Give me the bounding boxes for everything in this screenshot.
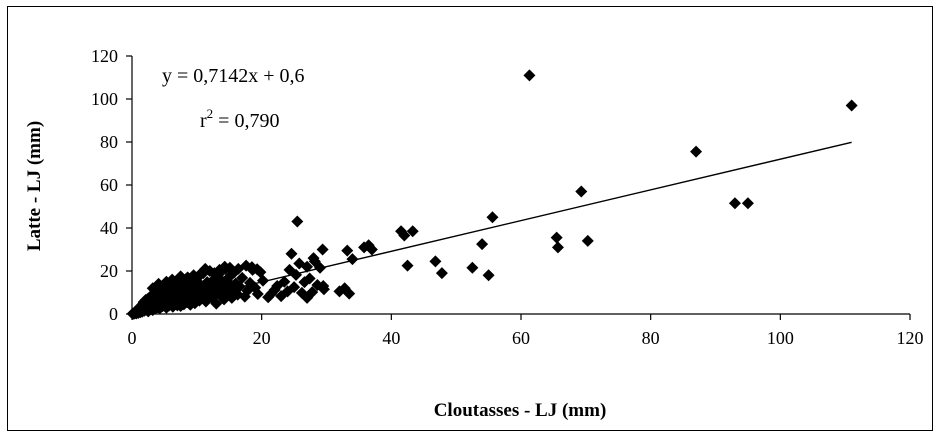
x-tick-label: 120	[897, 328, 924, 348]
data-points	[126, 69, 858, 320]
y-tick-label: 80	[100, 132, 118, 152]
data-point	[278, 275, 291, 288]
tick-labels: 0 20 40 60 80 100 120 0 20 40 60 80 100 120	[91, 46, 924, 348]
data-point	[251, 288, 264, 301]
data-point	[476, 238, 489, 251]
data-point	[728, 197, 741, 210]
data-point	[398, 229, 411, 242]
data-point	[406, 225, 419, 238]
data-point	[290, 268, 303, 281]
data-point	[317, 280, 330, 293]
r-squared-annotation: r2 = 0,790	[200, 106, 279, 132]
data-point	[435, 267, 448, 280]
data-point	[550, 231, 563, 244]
x-tick-label: 20	[253, 328, 271, 348]
x-axis-title: Cloutasses - LJ (mm)	[434, 400, 607, 421]
data-point	[466, 261, 479, 274]
data-point	[429, 255, 442, 268]
data-point	[486, 211, 499, 224]
data-point	[551, 241, 564, 254]
y-tick-label: 0	[109, 304, 118, 324]
y-tick-label: 100	[91, 89, 118, 109]
data-point	[316, 243, 329, 256]
data-point	[245, 261, 258, 274]
data-point	[581, 234, 594, 247]
r-squared-prefix: r	[200, 110, 207, 132]
data-point	[288, 281, 301, 294]
data-point	[346, 253, 359, 266]
x-tick-label: 60	[512, 328, 530, 348]
data-point	[303, 272, 316, 285]
data-point	[180, 272, 193, 285]
data-point	[210, 297, 223, 310]
data-point	[343, 287, 356, 300]
data-point	[285, 247, 298, 260]
data-point	[307, 252, 320, 265]
data-point	[223, 261, 236, 274]
y-tick-label: 120	[91, 46, 118, 66]
x-tick-label: 100	[767, 328, 794, 348]
data-point	[254, 266, 267, 279]
data-point	[291, 215, 304, 228]
data-point	[365, 243, 378, 256]
y-tick-label: 40	[100, 218, 118, 238]
data-point	[314, 261, 327, 274]
r-squared-exponent: 2	[207, 106, 214, 121]
data-point	[306, 286, 319, 299]
y-tick-label: 20	[100, 261, 118, 281]
data-point	[341, 244, 354, 257]
data-point	[401, 259, 414, 272]
data-point	[845, 99, 858, 112]
data-point	[301, 260, 314, 273]
data-point	[523, 69, 536, 82]
y-axis-title: Latte - LJ (mm)	[24, 121, 45, 251]
chart-frame	[7, 6, 933, 431]
regression-equation: y = 0,7142x + 0,6	[162, 65, 305, 87]
r-squared-value: = 0,790	[213, 110, 279, 132]
data-point	[575, 185, 588, 198]
x-tick-label: 40	[382, 328, 400, 348]
data-point	[199, 262, 212, 275]
data-point	[741, 197, 754, 210]
data-point	[690, 145, 703, 158]
data-point	[236, 271, 249, 284]
data-point	[256, 274, 269, 287]
data-point	[482, 269, 495, 282]
data-point	[233, 280, 246, 293]
x-tick-label: 0	[128, 328, 137, 348]
y-tick-label: 60	[100, 175, 118, 195]
x-tick-label: 80	[642, 328, 660, 348]
